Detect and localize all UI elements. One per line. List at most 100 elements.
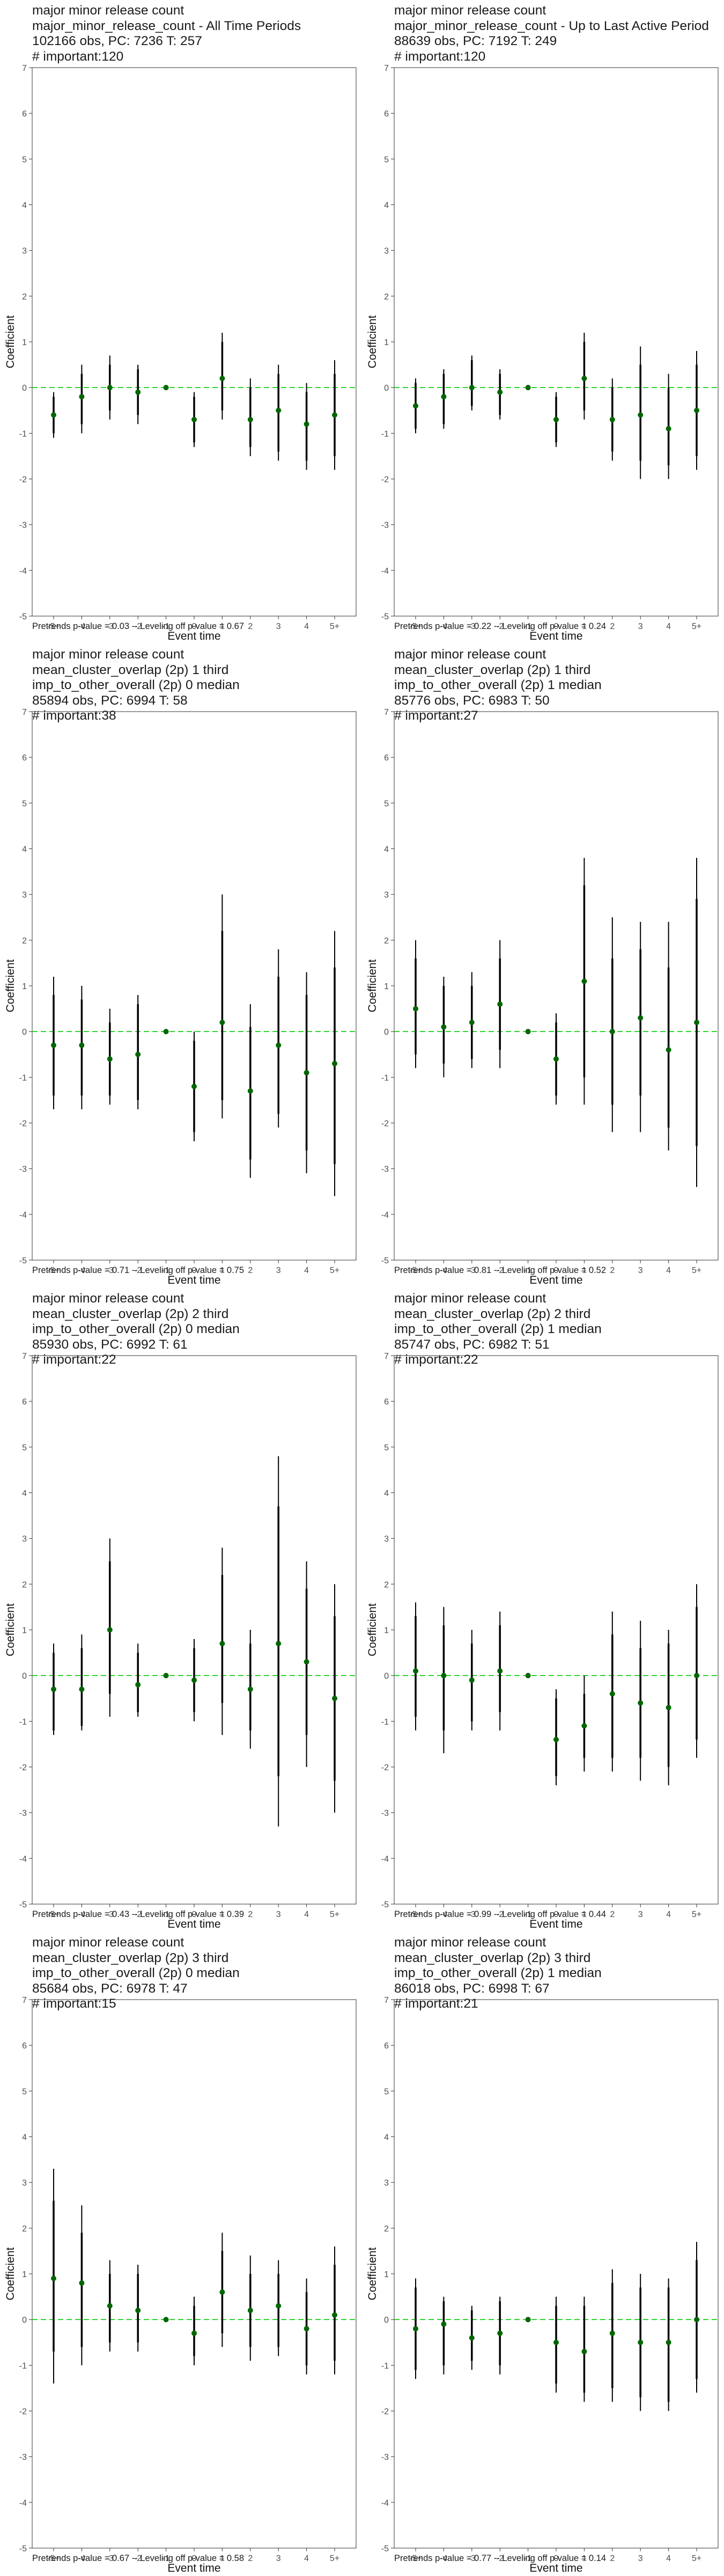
x-tick-label: 0 xyxy=(192,1266,197,1275)
coefficient-plot: -5 -4 -3 -2 -1 0 1 2 3 4 5 6 7 -5+ -4 -3 -2 -1 0 1 2 3 4 5+ Even… xyxy=(4,1352,357,1930)
panel-title-line: mean_cluster_overlap (2p) 3 third xyxy=(394,1950,591,1965)
panel-title-line: major minor release count xyxy=(394,647,546,662)
y-tick-label: 0 xyxy=(384,1672,389,1681)
coefficient-point xyxy=(581,1723,587,1729)
panel-title-line: 85894 obs, PC: 6994 T: 58 xyxy=(32,693,188,708)
coefficient-point xyxy=(638,412,644,418)
pvalue-caption: Pretrends p-value = 0.77 -- Leveling off… xyxy=(394,2553,607,2563)
coefficient-plot: -5 -4 -3 -2 -1 0 1 2 3 4 5 6 7 -5+ -4 -3 -2 -1 0 1 2 3 4 5+ Even… xyxy=(4,64,357,642)
y-tick-label: 2 xyxy=(384,292,389,302)
y-tick-label: 0 xyxy=(22,1672,27,1681)
coefficient-point xyxy=(581,2348,587,2354)
x-tick-label: -1 xyxy=(524,1266,531,1275)
coefficient-plot: -5 -4 -3 -2 -1 0 1 2 3 4 5 6 7 -5+ -4 -3 -2 -1 0 1 2 3 4 5+ Even… xyxy=(366,64,719,642)
panel-title-line: major_minor_release_count - Up to Last A… xyxy=(394,18,709,33)
x-tick-label: -1 xyxy=(524,1910,531,1919)
x-tick-label: -3 xyxy=(106,1910,114,1919)
x-tick-label: -5+ xyxy=(409,1910,422,1919)
panel-title-line: 102166 obs, PC: 7236 T: 257 xyxy=(32,34,202,48)
y-tick-label: -2 xyxy=(381,1119,389,1129)
y-axis-title: Coefficient xyxy=(4,1603,17,1656)
coefficient-point xyxy=(51,412,56,418)
coefficient-plot: -5 -4 -3 -2 -1 0 1 2 3 4 5 6 7 -5+ -4 -3 -2 -1 0 1 2 3 4 5+ Even… xyxy=(366,1996,719,2574)
y-tick-label: 2 xyxy=(384,2224,389,2234)
x-tick-label: 0 xyxy=(192,622,197,631)
coefficient-point xyxy=(332,2312,337,2318)
panel-title-line: 85684 obs, PC: 6978 T: 47 xyxy=(32,1981,188,1996)
coefficient-point xyxy=(276,1641,282,1646)
panel-title-line: major_minor_release_count - All Time Per… xyxy=(32,18,301,33)
x-tick-label: 0 xyxy=(192,2554,197,2563)
x-tick-label: -1 xyxy=(162,622,169,631)
x-tick-label: -1 xyxy=(162,1266,169,1275)
y-tick-label: 6 xyxy=(384,1397,389,1407)
y-tick-label: -3 xyxy=(19,521,27,530)
y-tick-label: -5 xyxy=(19,2544,27,2553)
x-tick-label: 4 xyxy=(304,1266,309,1275)
x-tick-label: 1 xyxy=(582,1266,587,1275)
x-tick-label: -3 xyxy=(106,2554,114,2563)
y-tick-label: 4 xyxy=(384,845,389,854)
x-tick-label: -5+ xyxy=(409,2554,422,2563)
coefficient-point xyxy=(107,1627,113,1633)
y-axis-title: Coefficient xyxy=(366,2247,379,2300)
coefficient-point xyxy=(79,1042,85,1048)
plot-frame xyxy=(32,67,357,617)
y-tick-label: 2 xyxy=(22,2224,27,2234)
coefficient-point xyxy=(609,416,615,422)
y-tick-label: 7 xyxy=(384,1352,389,1361)
x-tick-label: -4 xyxy=(78,2554,85,2563)
panel-title-line: mean_cluster_overlap (2p) 2 third xyxy=(394,1306,591,1321)
panel-title-line: mean_cluster_overlap (2p) 2 third xyxy=(32,1306,229,1321)
y-tick-label: 1 xyxy=(384,338,389,347)
panel-title: major minor release count mean_cluster_ov… xyxy=(394,647,602,724)
coefficient-point xyxy=(79,1686,85,1692)
coefficient-point xyxy=(247,1686,253,1692)
y-tick-label: 2 xyxy=(22,936,27,946)
x-tick-label: -2 xyxy=(134,1266,142,1275)
y-tick-label: 0 xyxy=(22,1028,27,1037)
y-tick-label: -2 xyxy=(381,2407,389,2417)
coefficient-point xyxy=(219,1641,225,1646)
x-tick-label: -4 xyxy=(78,622,85,631)
panel-title-line: major minor release count xyxy=(394,3,546,18)
plot-frame xyxy=(32,711,357,1261)
coefficient-point xyxy=(469,1020,475,1026)
x-tick-label: -3 xyxy=(468,622,476,631)
y-tick-label: -1 xyxy=(19,2361,27,2370)
coefficient-point xyxy=(247,1088,253,1094)
coefficient-point xyxy=(553,2339,559,2345)
y-axis-title: Coefficient xyxy=(366,1603,379,1656)
y-tick-label: 5 xyxy=(384,2087,389,2096)
y-tick-label: -4 xyxy=(381,1855,389,1864)
panel-title-line: imp_to_other_overall (2p) 0 median xyxy=(32,678,240,692)
y-tick-label: -3 xyxy=(381,2453,389,2462)
panel-5: -5 -4 -3 -2 -1 0 1 2 3 4 5 6 7 -5+ -4 -3 -2 -1 0 1 2 3 4 5+ Even… xyxy=(0,1288,362,1932)
pvalue-caption: Pretrends p-value = 0.03 -- Leveling off… xyxy=(32,621,245,631)
y-tick-label: -5 xyxy=(19,1900,27,1909)
x-tick-label: -5+ xyxy=(409,1266,422,1275)
y-tick-label: -2 xyxy=(381,475,389,485)
x-tick-label: -1 xyxy=(162,1910,169,1919)
x-tick-label: -2 xyxy=(496,2554,504,2563)
coefficient-point xyxy=(553,1737,559,1743)
panel-7: -5 -4 -3 -2 -1 0 1 2 3 4 5 6 7 -5+ -4 -3 -2 -1 0 1 2 3 4 5+ Even… xyxy=(0,1932,362,2576)
coefficient-point xyxy=(694,2317,699,2323)
coefficient-point xyxy=(694,1673,699,1679)
coefficient-point xyxy=(469,2335,475,2341)
y-tick-label: 3 xyxy=(384,247,389,256)
x-tick-label: 1 xyxy=(582,622,587,631)
x-tick-label: -2 xyxy=(496,1266,504,1275)
y-axis-title: Coefficient xyxy=(366,315,379,368)
coefficient-point xyxy=(441,1024,447,1030)
y-tick-label: -5 xyxy=(381,2544,389,2553)
x-tick-label: -1 xyxy=(524,2554,531,2563)
coefficient-point xyxy=(666,426,671,431)
x-tick-label: -2 xyxy=(134,2554,142,2563)
pvalue-caption: Pretrends p-value = 0.43 -- Leveling off… xyxy=(32,1909,245,1919)
coefficient-point xyxy=(525,1029,531,1035)
y-tick-label: 6 xyxy=(22,1397,27,1407)
y-tick-label: 4 xyxy=(22,201,27,210)
panel-title-line: # important:120 xyxy=(394,49,486,64)
x-tick-label: 3 xyxy=(276,1266,281,1275)
